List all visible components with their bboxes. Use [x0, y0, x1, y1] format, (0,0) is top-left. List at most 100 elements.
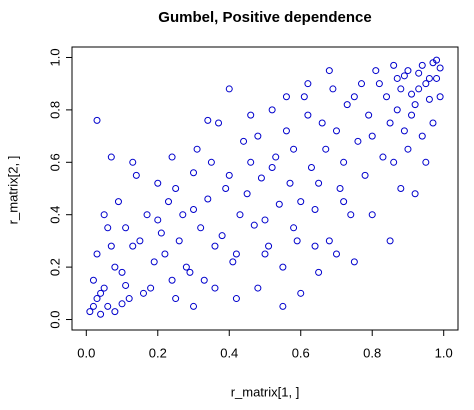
point — [400, 72, 408, 80]
point — [143, 211, 151, 219]
point — [340, 198, 348, 206]
point — [118, 300, 126, 308]
point — [172, 185, 180, 192]
point — [247, 158, 255, 166]
point — [375, 80, 383, 88]
point — [268, 106, 276, 114]
point — [307, 164, 315, 172]
y-axis-label: r_matrix[2, ] — [5, 156, 20, 225]
point — [225, 171, 233, 179]
point — [343, 101, 351, 109]
point — [107, 153, 115, 161]
point — [204, 195, 212, 203]
point — [268, 164, 276, 172]
point — [336, 185, 344, 192]
point — [386, 237, 394, 245]
point — [254, 132, 262, 140]
x-tick-label: 0.8 — [363, 345, 381, 360]
point — [225, 85, 233, 93]
point — [211, 242, 219, 250]
point — [379, 153, 387, 161]
point — [304, 111, 312, 119]
point — [329, 85, 337, 93]
point — [132, 171, 140, 179]
point — [400, 127, 408, 135]
point — [282, 93, 290, 101]
point — [425, 95, 433, 103]
point — [368, 132, 376, 140]
point — [361, 171, 369, 179]
x-tick-label: 0.0 — [77, 345, 95, 360]
point — [393, 74, 401, 82]
point — [265, 242, 273, 250]
point — [397, 85, 405, 93]
y-tick-label: 0.2 — [47, 258, 62, 276]
point — [104, 302, 112, 310]
point — [340, 158, 348, 166]
point — [257, 174, 265, 182]
point — [332, 127, 340, 135]
point — [157, 229, 165, 237]
point — [114, 198, 122, 206]
point — [93, 250, 101, 258]
y-tick-label: 0.8 — [47, 101, 62, 119]
point — [383, 93, 391, 101]
point — [297, 289, 305, 297]
point — [332, 250, 340, 258]
point — [222, 185, 230, 192]
point — [111, 308, 119, 316]
point — [190, 302, 198, 310]
point — [147, 284, 155, 292]
point — [411, 190, 419, 198]
point — [411, 101, 419, 109]
point — [232, 250, 240, 258]
y-tick-label: 1.0 — [47, 48, 62, 66]
point — [350, 258, 358, 266]
point — [229, 258, 237, 266]
point — [315, 179, 323, 187]
point — [290, 145, 298, 153]
point — [433, 74, 441, 82]
x-axis-label: r_matrix[1, ] — [231, 384, 300, 399]
point — [207, 158, 215, 166]
point — [175, 237, 183, 245]
point — [279, 263, 287, 271]
point — [86, 308, 94, 316]
point — [304, 80, 312, 88]
point — [315, 268, 323, 276]
point — [286, 179, 294, 187]
point — [429, 59, 437, 67]
point — [154, 179, 162, 187]
point — [168, 153, 176, 161]
y-tick-label: 0.0 — [47, 310, 62, 328]
point — [372, 67, 380, 75]
y-tick-label: 0.4 — [47, 206, 62, 224]
point — [418, 61, 426, 69]
point — [300, 93, 308, 101]
point — [325, 67, 333, 75]
x-tick-label: 0.6 — [292, 345, 310, 360]
point — [172, 295, 180, 303]
point — [197, 224, 205, 232]
point — [150, 258, 158, 266]
point — [154, 216, 162, 224]
point — [408, 111, 416, 119]
plot-frame — [71, 46, 459, 331]
point — [350, 93, 358, 101]
point — [254, 284, 262, 292]
point — [354, 137, 362, 145]
point — [215, 119, 223, 127]
point — [415, 85, 423, 93]
point — [311, 205, 319, 213]
point — [240, 137, 248, 145]
point — [193, 145, 201, 153]
point — [122, 281, 130, 289]
x-tick-label: 1.0 — [435, 345, 453, 360]
point — [125, 295, 133, 303]
point — [200, 276, 208, 284]
point — [89, 276, 97, 284]
point — [190, 205, 198, 213]
point — [390, 158, 398, 166]
point — [429, 119, 437, 127]
point — [261, 216, 269, 224]
